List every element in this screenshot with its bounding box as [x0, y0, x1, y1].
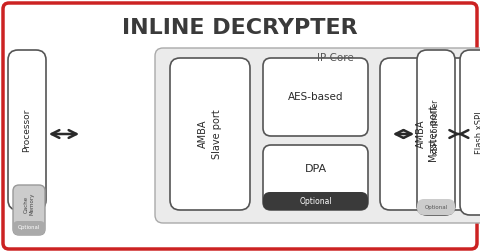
- Text: DPA: DPA: [304, 165, 326, 174]
- FancyBboxPatch shape: [13, 185, 45, 235]
- Text: IP Core: IP Core: [317, 53, 353, 63]
- FancyBboxPatch shape: [263, 145, 368, 210]
- FancyBboxPatch shape: [460, 50, 480, 215]
- FancyBboxPatch shape: [170, 58, 250, 210]
- FancyBboxPatch shape: [3, 3, 477, 249]
- Text: Optional: Optional: [18, 226, 40, 231]
- FancyBboxPatch shape: [13, 221, 45, 235]
- FancyBboxPatch shape: [263, 58, 368, 136]
- FancyBboxPatch shape: [417, 50, 455, 215]
- Text: Flash xSPI: Flash xSPI: [475, 111, 480, 154]
- Text: Optional: Optional: [424, 205, 448, 209]
- FancyBboxPatch shape: [380, 58, 475, 210]
- FancyBboxPatch shape: [417, 199, 455, 215]
- Text: xSPI controller: xSPI controller: [432, 100, 441, 155]
- Text: AES-based: AES-based: [288, 92, 343, 102]
- FancyBboxPatch shape: [263, 192, 368, 210]
- Text: INLINE DECRYPTER: INLINE DECRYPTER: [122, 18, 358, 38]
- Text: Cache
Memory: Cache Memory: [24, 193, 35, 215]
- FancyBboxPatch shape: [8, 50, 46, 210]
- FancyBboxPatch shape: [155, 48, 480, 223]
- Text: AMBA
Master port: AMBA Master port: [416, 106, 439, 162]
- Text: Optional: Optional: [299, 197, 332, 205]
- Text: AMBA
Slave port: AMBA Slave port: [198, 109, 222, 159]
- Text: Processor: Processor: [23, 108, 32, 152]
